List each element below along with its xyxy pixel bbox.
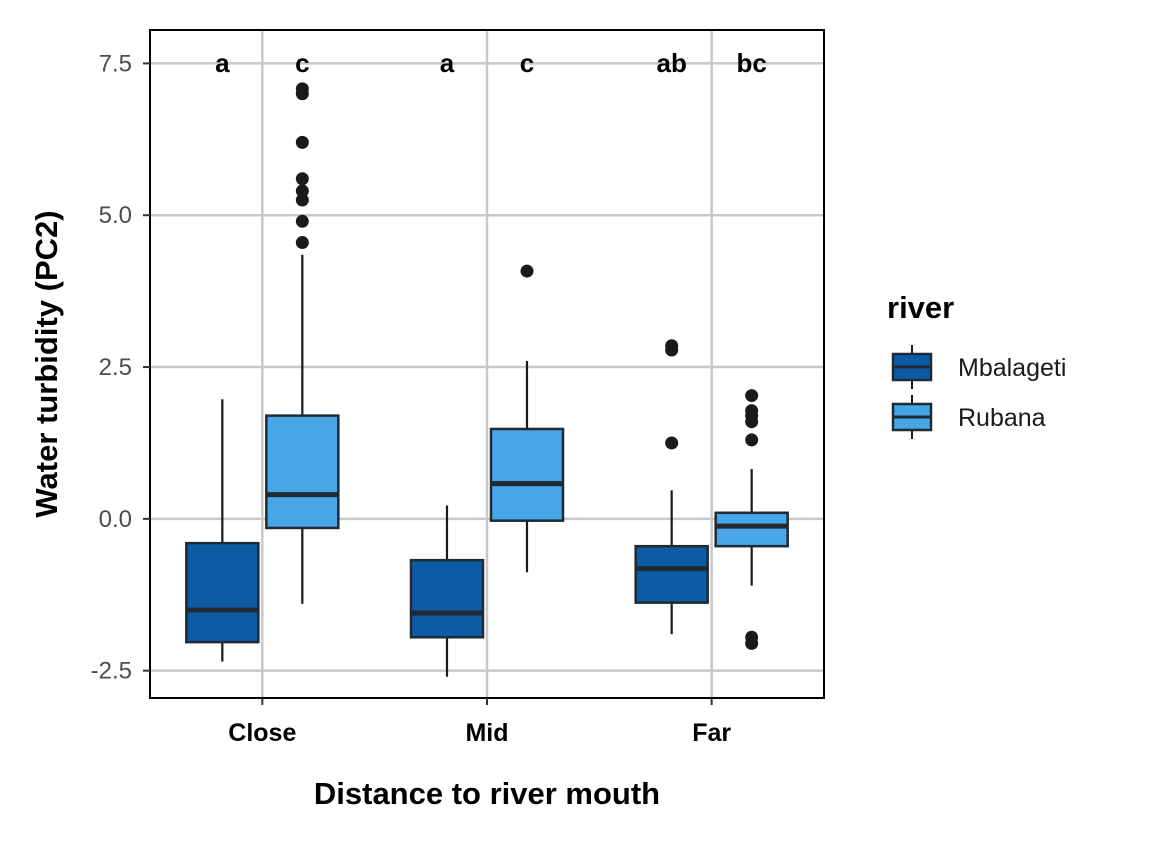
sig-letter-mbalageti-mid: a <box>440 48 455 78</box>
box-mbalageti-close <box>185 399 260 662</box>
legend-label-mbalageti: Mbalageti <box>958 354 1066 382</box>
outlier-rubana-close-3 <box>295 184 309 198</box>
significance-letters: a a ab c c bc <box>215 48 767 78</box>
outlier-rubana-close-1 <box>295 214 309 228</box>
y-tick-label-1: 0.0 <box>99 506 132 533</box>
outlier-rubana-mid-0 <box>520 264 534 278</box>
grid-lines <box>150 30 824 698</box>
box-body-rubana-close <box>265 414 340 530</box>
outlier-rubana-close-7 <box>295 82 309 96</box>
legend-label-rubana: Rubana <box>958 404 1046 432</box>
outlier-mbalageti-far-0 <box>665 436 679 450</box>
box-body-rubana-far <box>714 511 789 548</box>
box-rubana-mid <box>489 264 565 573</box>
outlier-rubana-far-6 <box>745 389 759 403</box>
box-body-mbalageti-mid <box>409 558 485 639</box>
x-axis-ticks: Close Mid Far <box>228 698 731 747</box>
box-mbalageti-far <box>634 339 709 635</box>
y-tick-label-2: 2.5 <box>99 354 132 381</box>
x-tick-label-far: Far <box>692 719 731 747</box>
x-axis-title: Distance to river mouth <box>314 776 660 811</box>
outlier-rubana-close-2 <box>295 193 309 207</box>
sig-letter-mbalageti-close: a <box>215 48 230 78</box>
y-axis-title: Water turbidity (PC2) <box>29 210 64 517</box>
outlier-rubana-far-2 <box>745 433 759 447</box>
box-body-mbalageti-close <box>185 541 260 644</box>
sig-letter-rubana-far: bc <box>736 48 766 78</box>
legend-title: river <box>887 290 954 325</box>
box-mbalageti-mid <box>409 505 485 677</box>
sig-letter-mbalageti-far: ab <box>656 48 686 78</box>
outlier-rubana-close-5 <box>295 135 309 149</box>
box-rubana-far <box>714 389 789 650</box>
legend: river Mbalageti Rubana <box>887 290 1066 439</box>
box-body-rubana-mid <box>489 427 565 522</box>
box-rubana-close <box>265 82 340 604</box>
box-body-mbalageti-far <box>634 544 709 604</box>
sig-letter-rubana-close: c <box>295 48 309 78</box>
outlier-rubana-close-4 <box>295 172 309 186</box>
boxes-layer <box>185 82 789 677</box>
outlier-rubana-far-1 <box>745 630 759 644</box>
legend-item-mbalageti: Mbalageti <box>891 345 1066 389</box>
y-tick-label-3: 5.0 <box>99 202 132 229</box>
y-tick-label-0: -2.5 <box>91 658 132 685</box>
outlier-rubana-far-5 <box>745 404 759 418</box>
outlier-mbalageti-far-2 <box>665 339 679 353</box>
x-tick-label-close: Close <box>228 719 296 747</box>
y-tick-label-4: 7.5 <box>99 50 132 77</box>
legend-item-rubana: Rubana <box>891 395 1046 439</box>
sig-letter-rubana-mid: c <box>520 48 534 78</box>
x-tick-label-mid: Mid <box>465 719 508 747</box>
outlier-rubana-close-0 <box>295 236 309 250</box>
y-axis-ticks: -2.5 0.0 2.5 5.0 7.5 <box>91 50 150 685</box>
